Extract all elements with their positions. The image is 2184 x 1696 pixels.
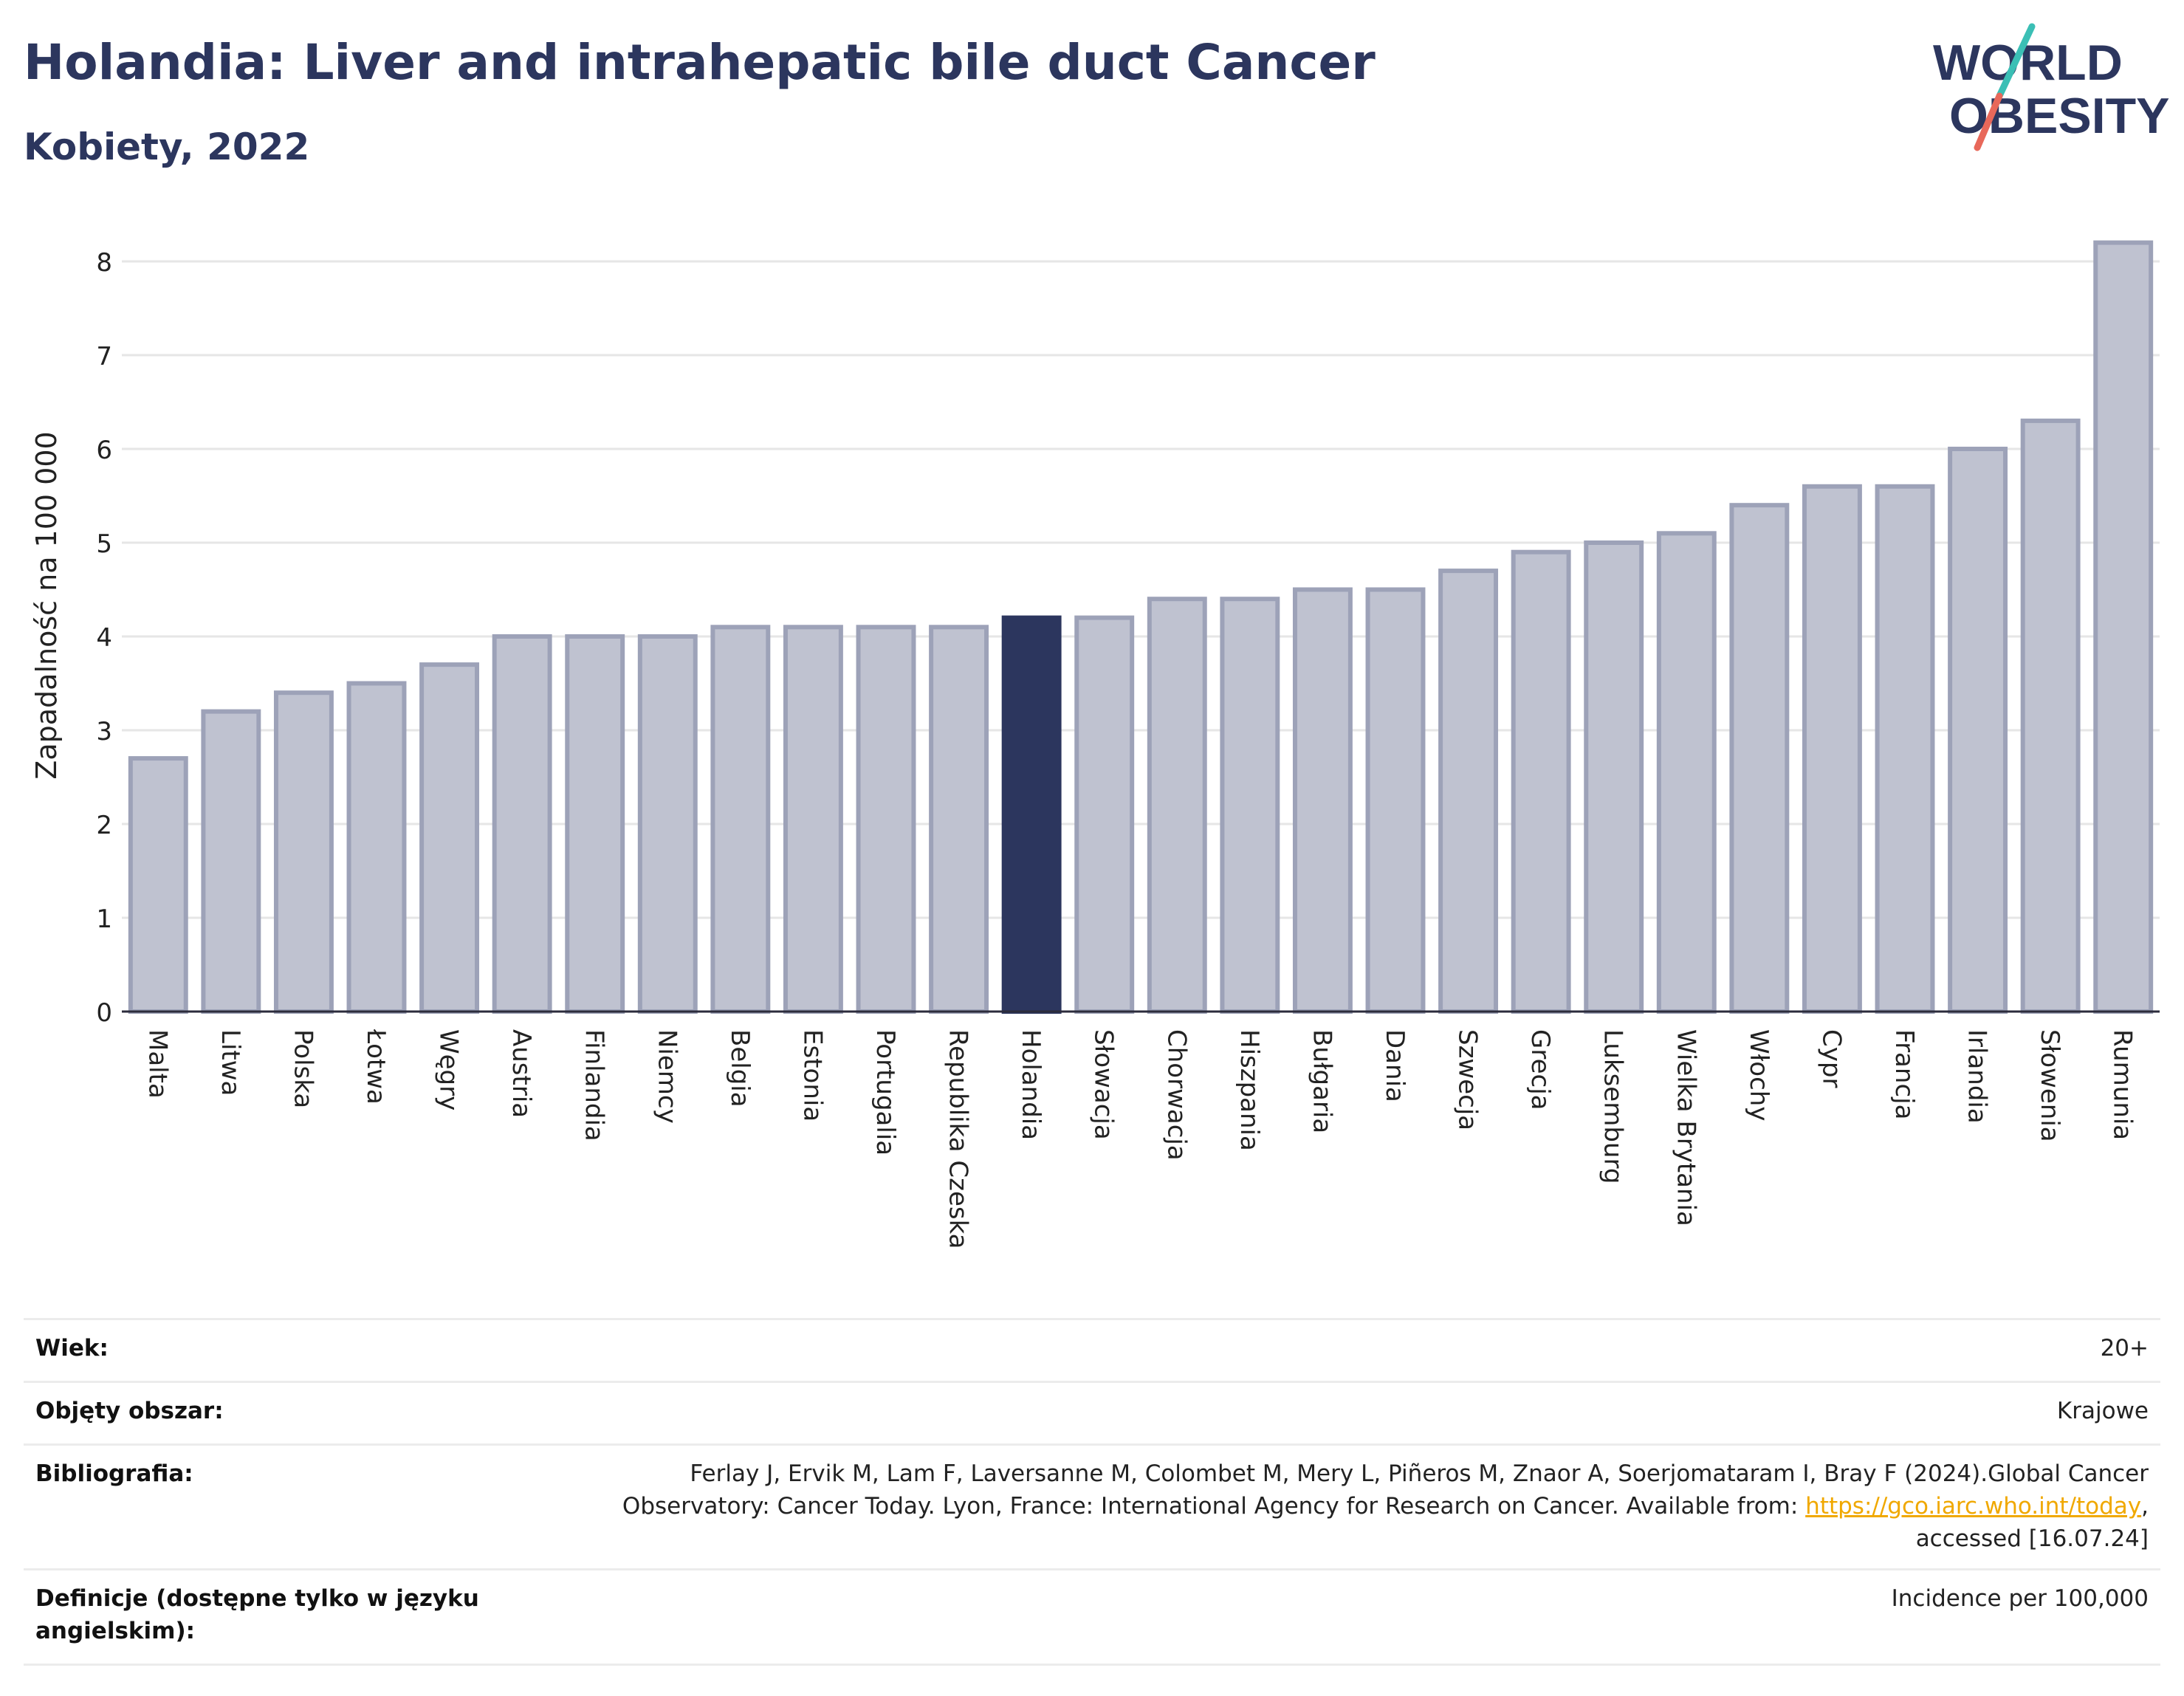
x-tick-label: Chorwacja: [1161, 1029, 1191, 1161]
info-value: 20+: [2100, 1335, 2149, 1362]
bar-Republika Czeska[interactable]: [929, 625, 989, 1014]
info-value: Krajowe: [2056, 1398, 2149, 1424]
x-tick-label: Holandia: [1016, 1029, 1045, 1140]
x-tick-label: Austria: [506, 1029, 536, 1118]
info-label: Bibliografia:: [35, 1460, 193, 1487]
bibliography-text-end: , accessed [16.07.24]: [1915, 1493, 2149, 1552]
y-axis-label: Zapadalność na 100 000: [30, 431, 63, 779]
chart-title: Holandia: Liver and intrahepatic bile du…: [24, 34, 1376, 91]
info-label: Wiek:: [35, 1335, 109, 1362]
bar-Słowenia[interactable]: [2020, 418, 2081, 1014]
x-tick-label: Słowenia: [2035, 1029, 2064, 1142]
bar-Luksemburg[interactable]: [1584, 540, 1644, 1014]
bar-Łotwa[interactable]: [346, 681, 407, 1014]
x-tick-label: Portugalia: [870, 1029, 900, 1156]
x-tick-label: Dania: [1380, 1029, 1409, 1102]
bar-Estonia[interactable]: [783, 625, 843, 1014]
bar-Polska[interactable]: [273, 690, 334, 1014]
x-tick-label: Bułgaria: [1307, 1029, 1336, 1133]
bar-Bułgaria[interactable]: [1292, 587, 1353, 1014]
world-obesity-logo: WORLD OBESITY: [1933, 23, 2170, 151]
bar-Irlandia[interactable]: [1948, 447, 2008, 1014]
chart-subtitle: Kobiety, 2022: [24, 126, 310, 168]
x-tick-label: Szwecja: [1453, 1029, 1483, 1130]
x-tick-labels: Malta Litwa Polska Łotwa Węgry Austria Finland…: [142, 1029, 2137, 1249]
info-row: Objęty obszar: Krajowe: [24, 1381, 2160, 1443]
bar-Cypr[interactable]: [1802, 484, 1862, 1014]
bar-Litwa[interactable]: [201, 709, 261, 1014]
x-tick-label: Cypr: [1816, 1029, 1846, 1088]
x-tick-label: Niemcy: [652, 1029, 681, 1124]
info-value: Ferlay J, Ervik M, Lam F, Laversanne M, …: [554, 1458, 2149, 1555]
y-tick-label: 5: [96, 529, 112, 559]
y-tick-label: 2: [96, 811, 112, 840]
bar-Wielka Brytania[interactable]: [1656, 531, 1717, 1014]
bar-Austria[interactable]: [492, 634, 552, 1014]
x-tick-label: Finlandia: [580, 1029, 609, 1141]
x-tick-label: Rumunia: [2108, 1029, 2137, 1140]
x-tick-label: Francja: [1889, 1029, 1919, 1119]
y-tick-label: 1: [96, 904, 112, 934]
bars: [128, 240, 2154, 1014]
bar-Dania[interactable]: [1365, 587, 1426, 1014]
info-row: Wiek: 20+: [24, 1318, 2160, 1381]
bibliography-text: Ferlay J, Ervik M, Lam F, Laversanne M, …: [622, 1460, 2149, 1520]
info-label: Objęty obszar:: [35, 1398, 224, 1424]
bar-Francja[interactable]: [1875, 484, 1935, 1014]
x-tick-label: Słowacja: [1089, 1029, 1119, 1140]
x-tick-label: Belgia: [725, 1029, 755, 1108]
bar-Portugalia[interactable]: [856, 625, 916, 1014]
info-label: Definicje (dostępne tylko w języku angie…: [35, 1585, 479, 1644]
bar-Rumunia[interactable]: [2093, 240, 2154, 1014]
info-value: Incidence per 100,000: [1891, 1585, 2149, 1612]
x-tick-label: Luksemburg: [1598, 1029, 1628, 1184]
x-tick-label: Hiszpania: [1234, 1029, 1264, 1151]
y-tick-label: 4: [96, 623, 112, 653]
info-table: Wiek: 20+ Objęty obszar: Krajowe Bibliografi…: [24, 1318, 2160, 1666]
y-tick-label: 8: [96, 248, 112, 278]
logo-text-world: WORLD: [1933, 35, 2123, 91]
bar-Hiszpania[interactable]: [1220, 597, 1280, 1014]
bar-Szwecja[interactable]: [1438, 569, 1499, 1014]
logo-slash-bottom: [1974, 92, 2003, 151]
y-tick-label: 0: [96, 998, 112, 1028]
x-tick-label: Węgry: [434, 1029, 464, 1110]
x-tick-label: Irlandia: [1962, 1029, 1992, 1124]
x-tick-label: Grecja: [1525, 1029, 1555, 1110]
y-tick-label: 3: [96, 717, 112, 746]
x-tick-label: Polska: [288, 1029, 317, 1108]
bar-Niemcy[interactable]: [637, 634, 698, 1014]
bar-Finlandia[interactable]: [565, 634, 625, 1014]
x-tick-label: Republika Czeska: [944, 1029, 973, 1249]
x-tick-label: Wielka Brytania: [1671, 1029, 1700, 1226]
bar-Słowacja[interactable]: [1074, 615, 1135, 1014]
bibliography-link[interactable]: https://gco.iarc.who.int/today: [1805, 1493, 2142, 1520]
logo-slash-top: [1996, 23, 2036, 100]
bar-Włochy[interactable]: [1729, 503, 1790, 1014]
info-row: Definicje (dostępne tylko w języku angie…: [24, 1568, 2160, 1666]
x-tick-label: Włochy: [1744, 1029, 1773, 1121]
bar-Belgia[interactable]: [710, 625, 771, 1014]
y-tick-label: 7: [96, 342, 112, 371]
x-tick-label: Litwa: [216, 1029, 245, 1096]
x-tick-label: Łotwa: [361, 1029, 391, 1105]
y-tick-label: 6: [96, 436, 112, 465]
x-tick-label: Malta: [142, 1029, 172, 1099]
info-row: Bibliografia: Ferlay J, Ervik M, Lam F, L…: [24, 1443, 2160, 1568]
bar-Holandia[interactable]: [1001, 615, 1062, 1014]
bar-Malta[interactable]: [128, 756, 188, 1014]
bar-Grecja[interactable]: [1511, 549, 1571, 1014]
bar-chart: 0 1 2 3 4 5 6 7 8 Malta Litwa Polska Łotwa Węgry Aust…: [30, 240, 2160, 1249]
x-tick-label: Estonia: [797, 1029, 827, 1122]
bar-Węgry[interactable]: [419, 662, 480, 1014]
bar-Chorwacja[interactable]: [1147, 597, 1207, 1014]
axes: 0 1 2 3 4 5 6 7 8: [96, 248, 2160, 1028]
